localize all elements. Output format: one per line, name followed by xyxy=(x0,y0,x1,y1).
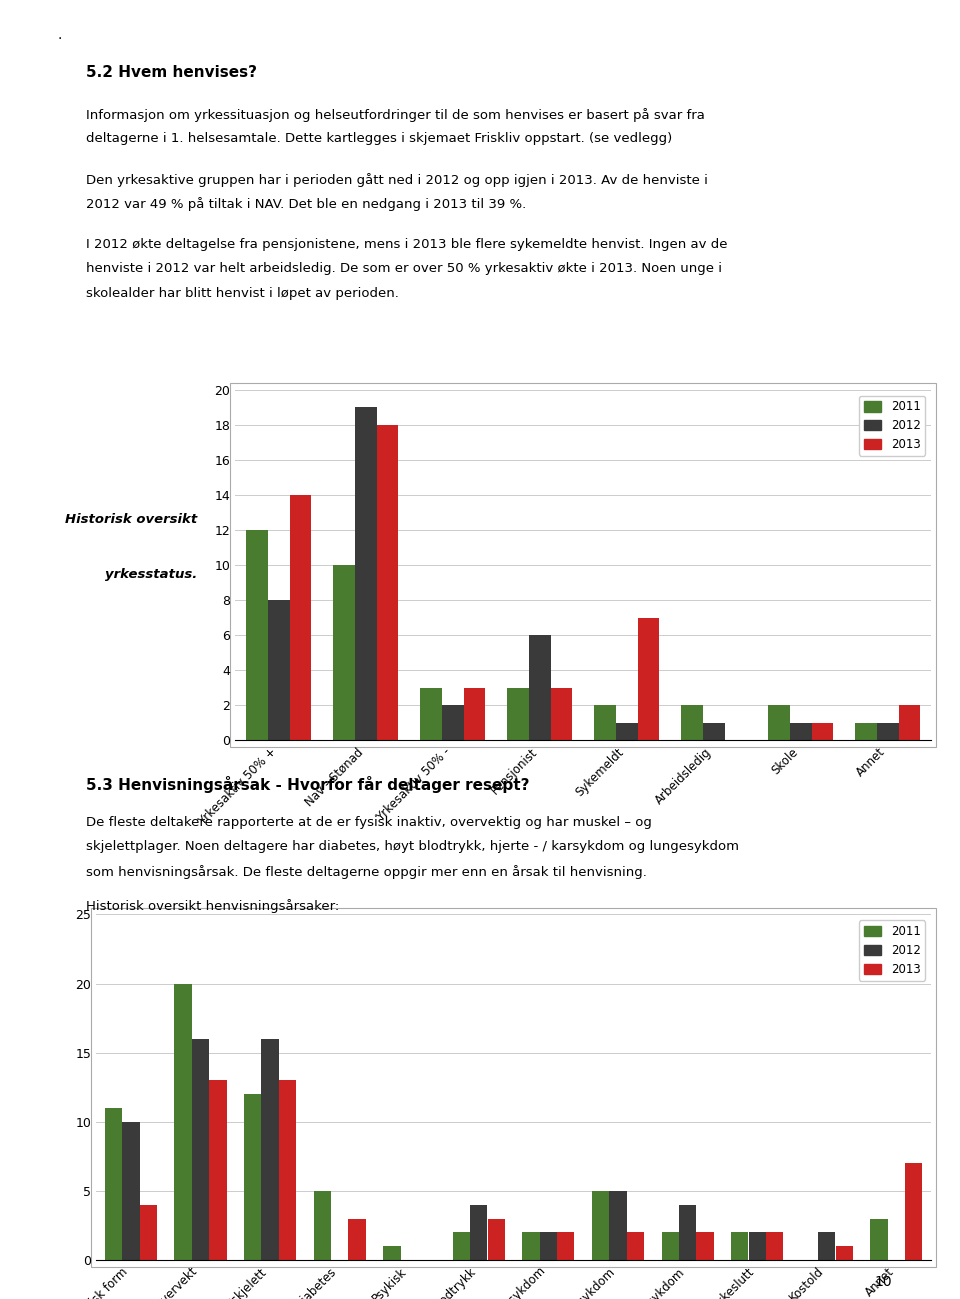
Bar xyxy=(314,1191,331,1260)
Bar xyxy=(876,722,899,740)
Text: 10: 10 xyxy=(875,1274,892,1289)
Bar xyxy=(268,600,290,740)
Bar xyxy=(261,1039,278,1260)
Bar xyxy=(470,1204,488,1260)
Bar xyxy=(768,705,790,740)
Bar xyxy=(290,495,311,740)
Bar xyxy=(529,635,551,740)
Bar xyxy=(383,1246,400,1260)
Text: yrkesstatus.: yrkesstatus. xyxy=(105,568,197,581)
Bar xyxy=(899,705,921,740)
Bar xyxy=(464,688,486,740)
Text: ·: · xyxy=(58,32,62,47)
Bar xyxy=(696,1233,713,1260)
Bar xyxy=(766,1233,783,1260)
Text: 2012 var 49 % på tiltak i NAV. Det ble en nedgang i 2013 til 39 %.: 2012 var 49 % på tiltak i NAV. Det ble e… xyxy=(86,197,527,212)
Legend: 2011, 2012, 2013: 2011, 2012, 2013 xyxy=(859,396,925,456)
Bar xyxy=(835,1246,852,1260)
Bar xyxy=(122,1122,139,1260)
Legend: 2011, 2012, 2013: 2011, 2012, 2013 xyxy=(859,921,925,981)
Bar xyxy=(592,1191,610,1260)
Bar xyxy=(333,565,355,740)
Text: skolealder har blitt henvist i løpet av perioden.: skolealder har blitt henvist i løpet av … xyxy=(86,287,399,300)
Bar xyxy=(855,722,876,740)
Bar xyxy=(348,1218,366,1260)
Bar xyxy=(420,688,442,740)
Bar xyxy=(732,1233,749,1260)
Bar xyxy=(790,722,811,740)
Bar xyxy=(818,1233,835,1260)
Text: Historisk oversikt henvisningsårsaker:: Historisk oversikt henvisningsårsaker: xyxy=(86,899,340,913)
Bar xyxy=(551,688,572,740)
Text: 5.2 Hvem henvises?: 5.2 Hvem henvises? xyxy=(86,65,257,81)
Text: deltagerne i 1. helsesamtale. Dette kartlegges i skjemaet Friskliv oppstart. (se: deltagerne i 1. helsesamtale. Dette kart… xyxy=(86,132,673,145)
Bar xyxy=(610,1191,627,1260)
Bar xyxy=(105,1108,122,1260)
Bar xyxy=(488,1218,505,1260)
Bar xyxy=(594,705,615,740)
Bar xyxy=(507,688,529,740)
Bar xyxy=(703,722,725,740)
Bar xyxy=(139,1204,156,1260)
Bar xyxy=(557,1233,574,1260)
Text: henviste i 2012 var helt arbeidsledig. De som er over 50 % yrkesaktiv økte i 201: henviste i 2012 var helt arbeidsledig. D… xyxy=(86,262,722,275)
Bar xyxy=(522,1233,540,1260)
Text: som henvisningsårsak. De fleste deltagerne oppgir mer enn en årsak til henvisnin: som henvisningsårsak. De fleste deltager… xyxy=(86,865,647,879)
Bar xyxy=(175,983,192,1260)
Bar xyxy=(192,1039,209,1260)
Text: De fleste deltakere rapporterte at de er fysisk inaktiv, overvektig og har muske: De fleste deltakere rapporterte at de er… xyxy=(86,816,652,829)
Text: Historisk oversikt: Historisk oversikt xyxy=(64,513,197,526)
Text: Den yrkesaktive gruppen har i perioden gått ned i 2012 og opp igjen i 2013. Av d: Den yrkesaktive gruppen har i perioden g… xyxy=(86,173,708,187)
Bar xyxy=(905,1164,923,1260)
Bar xyxy=(637,618,660,740)
Text: Informasjon om yrkessituasjon og helseutfordringer til de som henvises er basert: Informasjon om yrkessituasjon og helseut… xyxy=(86,108,706,122)
Bar xyxy=(681,705,703,740)
Bar xyxy=(615,722,637,740)
Bar xyxy=(376,425,398,740)
Text: 5.3 Henvisningsårsak - Hvorfor får deltager resept?: 5.3 Henvisningsårsak - Hvorfor får delta… xyxy=(86,776,530,792)
Text: skjelettplager. Noen deltagere har diabetes, høyt blodtrykk, hjerte - / karsykdo: skjelettplager. Noen deltagere har diabe… xyxy=(86,840,739,853)
Bar xyxy=(871,1218,888,1260)
Text: I 2012 økte deltagelse fra pensjonistene, mens i 2013 ble flere sykemeldte henvi: I 2012 økte deltagelse fra pensjonistene… xyxy=(86,238,728,251)
Bar xyxy=(209,1081,227,1260)
Bar xyxy=(749,1233,766,1260)
Bar xyxy=(278,1081,296,1260)
Bar xyxy=(540,1233,557,1260)
Bar xyxy=(661,1233,679,1260)
Bar xyxy=(453,1233,470,1260)
Bar xyxy=(355,408,376,740)
Bar xyxy=(442,705,464,740)
Bar xyxy=(679,1204,696,1260)
Bar xyxy=(811,722,833,740)
Bar xyxy=(627,1233,644,1260)
Bar xyxy=(244,1094,261,1260)
Bar xyxy=(246,530,268,740)
